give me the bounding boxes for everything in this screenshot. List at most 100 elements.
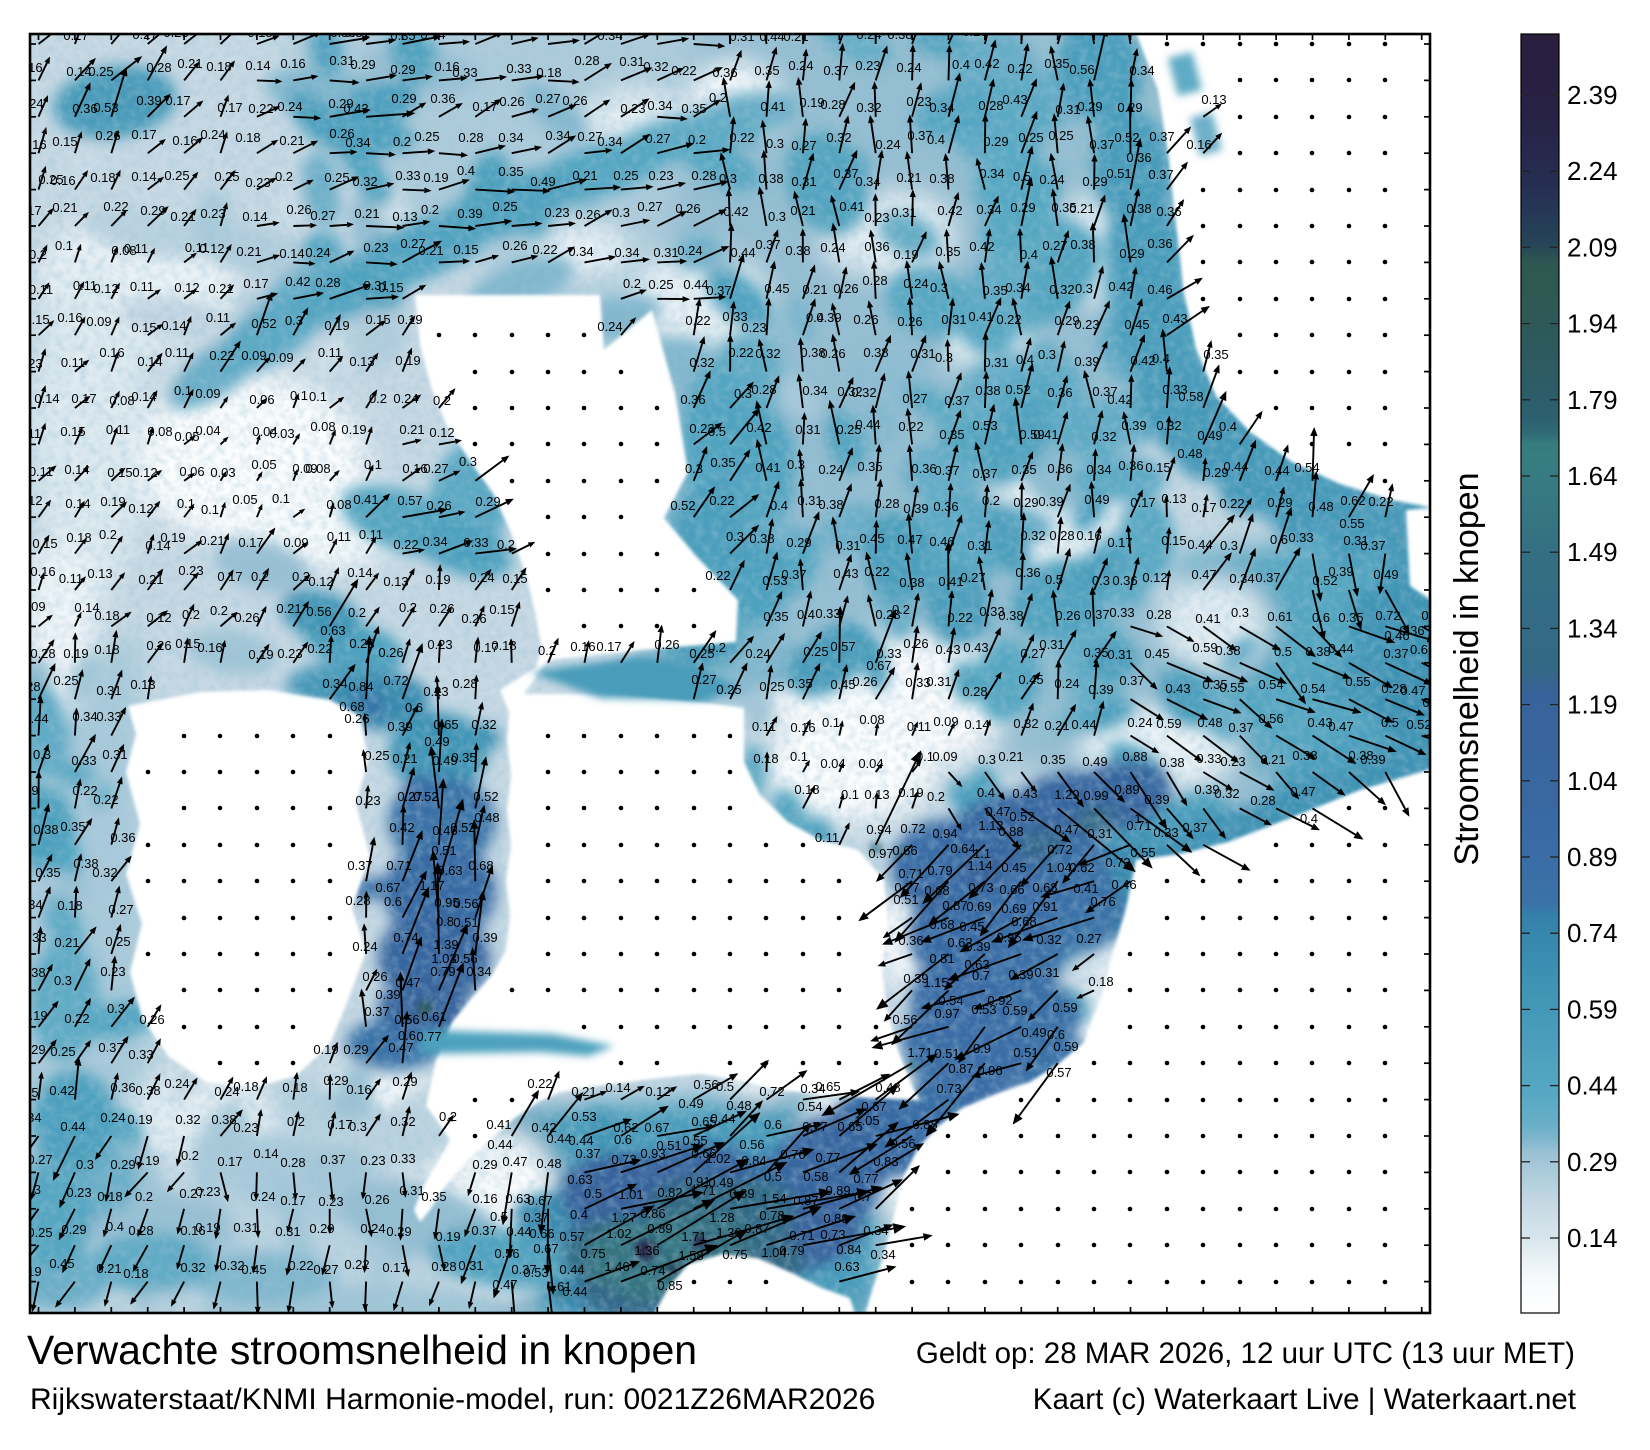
- svg-text:0.34: 0.34: [1086, 462, 1111, 477]
- svg-text:0.5: 0.5: [490, 1209, 508, 1224]
- svg-text:0.24: 0.24: [100, 1110, 125, 1125]
- svg-text:0.32: 0.32: [1013, 716, 1038, 731]
- svg-text:0.89: 0.89: [729, 1186, 754, 1201]
- svg-text:0.42: 0.42: [969, 239, 994, 254]
- svg-text:0.72: 0.72: [383, 673, 408, 688]
- svg-text:0.34: 0.34: [466, 964, 491, 979]
- svg-text:0.27: 0.27: [1042, 238, 1067, 253]
- svg-text:0.2: 0.2: [292, 569, 310, 584]
- svg-text:0.47: 0.47: [1328, 719, 1353, 734]
- svg-text:0.47: 0.47: [395, 975, 420, 990]
- svg-text:0.11: 0.11: [130, 279, 154, 294]
- svg-text:0.45: 0.45: [830, 677, 855, 692]
- svg-text:0.25: 0.25: [689, 646, 714, 661]
- svg-text:0.54: 0.54: [1294, 460, 1319, 475]
- svg-text:0.05: 0.05: [251, 457, 276, 472]
- svg-text:0.26: 0.26: [461, 611, 486, 626]
- svg-text:0.94: 0.94: [866, 822, 891, 837]
- svg-text:0.21: 0.21: [96, 1261, 121, 1276]
- svg-text:0.16: 0.16: [180, 1223, 205, 1238]
- svg-text:0.33: 0.33: [71, 753, 96, 768]
- svg-text:0.55: 0.55: [1339, 516, 1364, 531]
- svg-text:0.31: 0.31: [619, 54, 644, 69]
- svg-text:0.16: 0.16: [50, 173, 75, 188]
- svg-text:0.23: 0.23: [318, 1194, 343, 1209]
- svg-text:0.59: 0.59: [1053, 1039, 1078, 1054]
- svg-text:0.15: 0.15: [32, 536, 57, 551]
- svg-text:0.15: 0.15: [131, 320, 156, 335]
- svg-text:0.32: 0.32: [471, 717, 496, 732]
- svg-text:0.6: 0.6: [398, 1028, 416, 1043]
- svg-text:0.27: 0.27: [902, 391, 927, 406]
- svg-text:0.35: 0.35: [939, 427, 964, 442]
- svg-text:0.39: 0.39: [375, 987, 400, 1002]
- svg-text:0.36: 0.36: [1126, 150, 1151, 165]
- svg-text:0.34: 0.34: [498, 130, 523, 145]
- svg-text:0.44: 0.44: [1223, 459, 1248, 474]
- svg-text:0.13: 0.13: [1201, 92, 1226, 107]
- svg-text:0.25: 0.25: [27, 1225, 52, 1240]
- svg-text:0.59: 0.59: [1002, 1003, 1027, 1018]
- svg-text:0.6: 0.6: [384, 894, 402, 909]
- svg-text:0.29: 0.29: [1046, 23, 1071, 38]
- svg-text:0.4: 0.4: [106, 1219, 124, 1234]
- svg-text:0.39: 0.39: [1121, 418, 1146, 433]
- svg-text:0.79: 0.79: [430, 964, 455, 979]
- svg-text:0.17: 0.17: [71, 391, 96, 406]
- svg-text:0.47: 0.47: [1290, 784, 1315, 799]
- svg-text:0.4: 0.4: [1219, 419, 1237, 434]
- svg-text:0.06: 0.06: [249, 392, 274, 407]
- svg-text:0.38: 0.38: [887, 27, 912, 42]
- svg-text:0.12: 0.12: [199, 241, 224, 256]
- svg-text:0.24: 0.24: [420, 27, 445, 42]
- svg-text:0.2: 0.2: [210, 603, 228, 618]
- svg-text:0.15: 0.15: [502, 571, 527, 586]
- svg-text:0.27: 0.27: [132, 27, 157, 42]
- svg-text:0.35: 0.35: [35, 865, 60, 880]
- svg-text:0.24: 0.24: [250, 1189, 275, 1204]
- svg-text:0.37: 0.37: [1092, 384, 1117, 399]
- svg-text:0.96: 0.96: [977, 1063, 1002, 1078]
- svg-text:0.37: 0.37: [1089, 137, 1114, 152]
- svg-text:0.49: 0.49: [1084, 492, 1109, 507]
- svg-text:0.6: 0.6: [1312, 610, 1330, 625]
- svg-text:0.22: 0.22: [288, 1258, 313, 1273]
- svg-text:0.23: 0.23: [427, 637, 452, 652]
- svg-text:0.26: 0.26: [675, 201, 700, 216]
- svg-text:0.44: 0.44: [1328, 641, 1353, 656]
- svg-text:0.4: 0.4: [457, 163, 475, 178]
- svg-text:0.28: 0.28: [315, 275, 340, 290]
- svg-text:0.36: 0.36: [110, 1080, 135, 1095]
- svg-text:0.13: 0.13: [130, 677, 155, 692]
- svg-text:0.15: 0.15: [1145, 460, 1170, 475]
- svg-text:0.5: 0.5: [1274, 644, 1292, 659]
- svg-text:Kaart (c) Waterkaart Live | Wa: Kaart (c) Waterkaart Live | Waterkaart.n…: [1033, 1383, 1576, 1416]
- svg-text:0.25: 0.25: [214, 169, 239, 184]
- svg-text:1.29: 1.29: [1054, 787, 1079, 802]
- svg-text:0.14: 0.14: [347, 565, 372, 580]
- svg-text:0.14: 0.14: [253, 1146, 278, 1161]
- svg-text:0.16: 0.16: [1076, 528, 1101, 543]
- svg-text:0.57: 0.57: [397, 493, 422, 508]
- svg-text:0.35: 0.35: [710, 455, 735, 470]
- svg-text:0.71: 0.71: [789, 1228, 814, 1243]
- svg-text:0.42: 0.42: [723, 204, 748, 219]
- svg-text:0.15: 0.15: [175, 636, 200, 651]
- svg-text:0.38: 0.38: [800, 345, 825, 360]
- svg-text:0.23: 0.23: [962, 24, 987, 39]
- svg-text:0.53: 0.53: [971, 1002, 996, 1017]
- svg-text:0.22: 0.22: [72, 783, 97, 798]
- svg-text:0.18: 0.18: [753, 751, 778, 766]
- svg-text:0.38: 0.38: [785, 243, 810, 258]
- svg-text:0.24: 0.24: [677, 243, 702, 258]
- svg-text:0.24: 0.24: [214, 1084, 239, 1099]
- svg-text:0.34: 0.34: [1229, 571, 1254, 586]
- svg-text:0.56: 0.56: [739, 1137, 764, 1152]
- svg-text:0.47: 0.47: [502, 1154, 527, 1169]
- svg-text:0.31: 0.31: [910, 346, 935, 361]
- svg-text:0.28: 0.28: [30, 646, 55, 661]
- svg-text:0.15: 0.15: [489, 602, 514, 617]
- svg-text:0.08: 0.08: [109, 393, 134, 408]
- svg-text:0.31: 0.31: [941, 312, 966, 327]
- svg-text:0.32: 0.32: [175, 1112, 200, 1127]
